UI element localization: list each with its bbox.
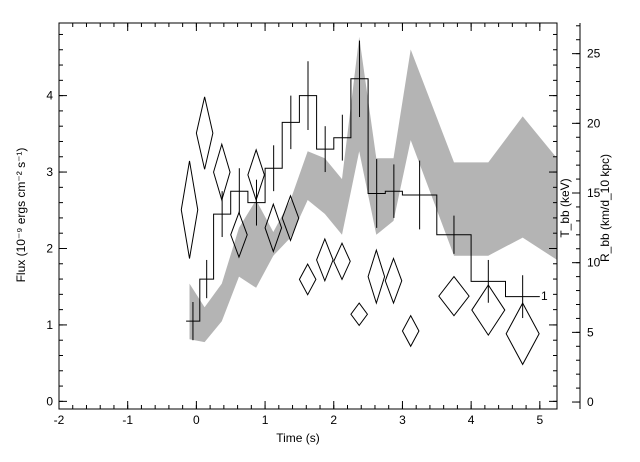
temperature-diamond [350, 302, 369, 327]
temperature-diamond [230, 211, 248, 259]
temperature-diamond [438, 275, 470, 317]
x-tick-label: -2 [54, 413, 65, 427]
temperature-diamond [264, 202, 283, 254]
right-axis-label-radius: R_bb (km/d_10 kpc) [598, 154, 612, 262]
temperature-diamond [298, 263, 317, 296]
temperature-diamond [281, 194, 300, 242]
y-left-tick-label: 2 [46, 241, 53, 255]
left-axis-label: Flux (10⁻⁹ ergs cm⁻² s⁻¹) [14, 148, 28, 283]
temperature-diamond [180, 160, 199, 259]
x-tick-label: 4 [468, 413, 475, 427]
temperature-diamond [316, 237, 334, 283]
temperature-diamond [471, 284, 506, 337]
y-left-tick-label: 3 [46, 165, 53, 179]
x-tick-label: 2 [330, 413, 337, 427]
y-right-tick-label: 20 [587, 116, 601, 130]
y-right-tick-label: 5 [587, 325, 594, 339]
x-tick-label: 0 [193, 413, 200, 427]
right-axis-label-temperature: T_bb (keV) [558, 178, 572, 237]
y-right-tick-label: 15 [587, 186, 601, 200]
y-left-tick-label: 1 [46, 318, 53, 332]
temperature-diamond [367, 248, 386, 305]
temperature-diamond [213, 142, 231, 202]
temperature-diamond [384, 257, 403, 305]
plot-frame [58, 22, 558, 410]
temperature-diamond [247, 148, 265, 202]
y-right-tick-label: 25 [587, 47, 601, 61]
y-right-tick-label: 10 [587, 256, 601, 270]
radius-band [189, 36, 557, 343]
x-tick-label: 5 [536, 413, 543, 427]
y-right-tick-label: 0 [587, 395, 594, 409]
y-left-tick-label: 0 [46, 394, 53, 408]
temperature-diamond [333, 241, 351, 281]
temperature-diamond [505, 302, 540, 366]
temperature-diamond [401, 314, 420, 348]
x-tick-label: -1 [122, 413, 133, 427]
temperature-diamond [195, 96, 214, 170]
y-left-tick-label: 4 [46, 89, 53, 103]
annotation-label: 1 [541, 289, 548, 303]
x-tick-label: 3 [399, 413, 406, 427]
x-tick-label: 1 [262, 413, 269, 427]
x-axis-label: Time (s) [276, 431, 320, 445]
